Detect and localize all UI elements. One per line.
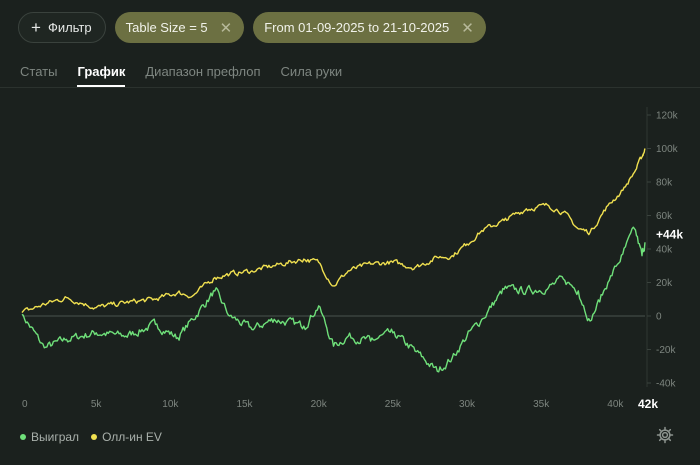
y-tick-label: 80k [656,178,673,189]
y-axis: 120k 100k 80k 60k 40k 20k 0 -20k -40k [647,111,679,390]
x-axis: 0 5k 10k 15k 20k 25k 30k 35k 40k [22,399,624,410]
x-tick-label: 40k [607,399,624,410]
x-tick-label: 25k [385,399,402,410]
series-line-1 [21,148,646,314]
tab-bar: Статы График Диапазон префлоп Сила руки [20,64,342,87]
y-tick-label: 60k [656,211,673,222]
series-line-0 [21,226,646,373]
x-tick-label: 20k [311,399,328,410]
tab-hand-strength[interactable]: Сила руки [280,64,343,79]
legend-dot [91,434,98,440]
filter-button[interactable]: + Фильтр [18,12,106,43]
chart-legend: Выиграл Олл-ин EV [20,430,162,444]
tab-preflop-range[interactable]: Диапазон префлоп [145,64,261,79]
close-icon[interactable]: ✕ [461,19,474,37]
filter-chip-table-size[interactable]: Table Size = 5 ✕ [114,12,245,43]
close-icon[interactable]: ✕ [219,19,233,37]
y-tick-label: -20k [656,345,676,356]
tab-stats[interactable]: Статы [20,64,58,79]
legend-label: Олл-ин EV [102,430,162,444]
profit-chart: 120k 100k 80k 60k 40k 20k 0 -20k -40k 0 5k 10k 15k 2… [21,107,683,411]
y-tick-label: -40k [656,379,676,390]
chart-grid [22,107,648,387]
x-tick-label: 0 [22,399,28,410]
end-value-label: +44k [656,227,683,241]
legend-item-allin-ev[interactable]: Олл-ин EV [91,430,162,444]
legend-item-won[interactable]: Выиграл [20,430,79,444]
filter-chip-date-range[interactable]: From 01-09-2025 to 21-10-2025 ✕ [253,12,486,43]
y-tick-label: 0 [656,312,662,323]
y-tick-label: 120k [656,111,679,122]
tab-divider [0,87,700,88]
filter-button-label: Фильтр [47,20,92,35]
chart-series [21,148,646,373]
y-tick-label: 40k [656,245,673,256]
filter-chip-label: From 01-09-2025 to 21-10-2025 [264,20,450,35]
legend-label: Выиграл [31,430,80,444]
x-tick-label: 5k [91,399,103,410]
x-max-label: 42k [638,397,658,411]
y-tick-label: 20k [656,278,673,289]
x-tick-label: 35k [533,399,550,410]
plus-icon: + [31,18,41,37]
filter-toolbar: + Фильтр Table Size = 5 ✕ From 01-09-202… [18,12,486,43]
y-tick-label: 100k [656,144,679,155]
legend-dot [20,434,26,440]
x-tick-label: 10k [162,399,179,410]
filter-chip-label: Table Size = 5 [125,20,208,35]
x-tick-label: 30k [459,399,476,410]
gear-icon[interactable] [656,426,674,444]
x-tick-label: 15k [236,399,253,410]
tab-graph[interactable]: График [77,64,126,87]
